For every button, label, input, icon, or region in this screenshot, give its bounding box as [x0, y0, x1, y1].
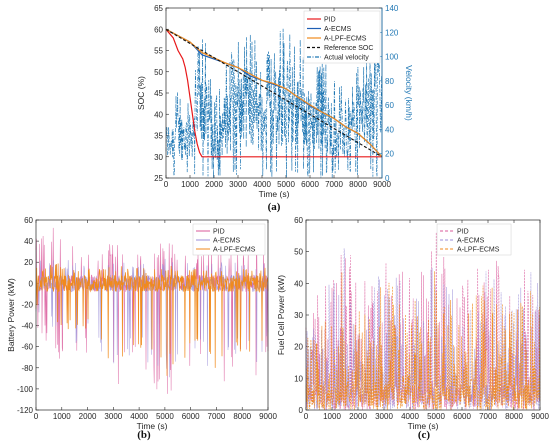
panel-b-legend-label: A-ECMS	[213, 238, 241, 245]
panel-a-y2tick-label: 120	[385, 28, 399, 37]
panel-a-y2tick-label: 100	[385, 53, 399, 62]
panel-a-xtick-label: 0	[164, 180, 169, 189]
panel-a-chart: 0 1000 2000 3000 4000 5000 6000 7000 8000 9000253…	[136, 4, 414, 199]
panel-a-ytick-label: 60	[154, 25, 163, 34]
panel-b-xtick-label: 7000	[208, 412, 226, 421]
panel-b-xtick-label: 6000	[182, 412, 200, 421]
panel-b-series-a-lpf-ecms	[35, 263, 269, 376]
panel-b-xtick-label: 0	[34, 412, 39, 421]
panel-b-axes-frame	[35, 219, 269, 411]
panel-a-xtick-label: 6000	[301, 180, 319, 189]
panel-a-ytick-label: 45	[154, 89, 163, 98]
panel-a-xtick-label: 8000	[349, 180, 367, 189]
panel-b-ytick-label: -100	[17, 385, 34, 394]
panel-c-xtick-label: 0	[304, 412, 309, 421]
panel-b-xtick-label: 3000	[104, 412, 122, 421]
panel-a-series-pid	[165, 28, 382, 158]
panel-c-xtick-label: 6000	[453, 412, 471, 421]
panel-c-ylabel: Fuel Cell Power (kW)	[276, 275, 286, 355]
panel-c-legend-box	[436, 223, 512, 256]
panel-c-ytick-label: 40	[294, 279, 303, 288]
panel-label-b: (b)	[137, 429, 151, 441]
panel-a-legend-label: PID	[324, 17, 336, 24]
panel-a-series-actual-velocity	[165, 28, 383, 178]
panel-a-y2tick-label: 140	[385, 4, 399, 13]
panel-b-ytick-label: 0	[29, 279, 34, 288]
panel-b-xtick-label: 5000	[156, 412, 174, 421]
panel-b-ytick-label: -40	[21, 322, 33, 331]
panel-a-xtick-label: 1000	[181, 180, 199, 189]
panel-a-ytick-label: 40	[154, 110, 163, 119]
panel-b-ytick-label: 40	[24, 237, 33, 246]
panel-a-y2tick-label: 60	[385, 101, 394, 110]
panel-a-y2tick-label: 40	[385, 125, 394, 134]
panel-label-a: (a)	[268, 201, 281, 213]
panel-a-legend-label: A-ECMS	[324, 26, 352, 33]
panel-c-chart: 0 1000 2000 3000 4000 5000 6000 7000 8000 9000 0 10…	[276, 216, 549, 431]
panel-c-ytick-label: 10	[294, 374, 303, 383]
panel-a-ytick-label: 35	[154, 132, 163, 141]
panel-a-legend-label: Reference SOC	[324, 45, 373, 52]
panel-b-ytick-label: -80	[21, 364, 33, 373]
panel-label-c: (c)	[418, 429, 431, 441]
panel-c-legend-label: PID	[457, 229, 469, 236]
panel-c-ytick-label: 0	[299, 406, 304, 415]
panel-a-y2label: Velocity (km/h)	[404, 65, 414, 121]
panel-c-ytick-label: 30	[294, 311, 303, 320]
panel-a-xtick-label: 5000	[277, 180, 295, 189]
panel-b-xtick-label: 9000	[259, 412, 277, 421]
panel-b-xtick-label: 4000	[130, 412, 148, 421]
panel-a-series-reference-soc	[165, 28, 383, 158]
panel-a-y2tick-label: 20	[385, 150, 394, 159]
panel-c-xtick-label: 3000	[375, 412, 393, 421]
panel-a-ylabel: SOC (%)	[136, 76, 146, 110]
panel-a-xlabel: Time (s)	[259, 189, 290, 199]
panel-c-xtick-label: 5000	[427, 412, 445, 421]
panel-c-xtick-label: 9000	[531, 412, 549, 421]
panel-a-xtick-label: 4000	[253, 180, 271, 189]
panel-c-ytick-label: 20	[294, 343, 303, 352]
panel-a-ytick-label: 55	[154, 47, 163, 56]
panel-b-ytick-label: -120	[17, 406, 34, 415]
panel-a-xtick-label: 7000	[325, 180, 343, 189]
panel-a-ytick-label: 30	[154, 153, 163, 162]
panel-b-legend-label: A-LPF-ECMS	[213, 247, 256, 254]
panel-c-xlabel: Time (s)	[408, 421, 439, 431]
panel-c-ytick-label: 50	[294, 248, 303, 257]
panel-b-xlabel: Time (s)	[137, 421, 168, 431]
panel-a-y2tick-label: 80	[385, 77, 394, 86]
panel-a-y2tick-label: 0	[385, 174, 390, 183]
panel-b-xtick-label: 8000	[233, 412, 251, 421]
panel-c-xtick-label: 1000	[323, 412, 341, 421]
panel-c-ytick-label: 60	[294, 216, 303, 225]
panel-c-axes-frame	[305, 219, 541, 411]
panel-a-ytick-label: 65	[154, 4, 163, 13]
panel-c-xtick-label: 7000	[479, 412, 497, 421]
panel-b-xtick-label: 2000	[79, 412, 97, 421]
panel-a-xtick-label: 3000	[229, 180, 247, 189]
panel-b-ytick-label: 20	[24, 258, 33, 267]
panel-c-xtick-label: 4000	[401, 412, 419, 421]
panel-b-ylabel: Battery Power (kW)	[6, 278, 16, 352]
panel-c-legend-label: A-LPF-ECMS	[457, 247, 500, 254]
panel-a-legend-label: A-LPF-ECMS	[324, 36, 367, 43]
panel-b-ytick-label: -20	[21, 300, 33, 309]
panel-b-ytick-label: 60	[24, 216, 33, 225]
panel-a-ytick-label: 50	[154, 68, 163, 77]
panel-b-chart: 0 1000 2000 3000 4000 5000 6000 7000 8000 9000 -12…	[6, 216, 277, 431]
panel-a-xtick-label: 9000	[373, 180, 391, 189]
panel-c-xtick-label: 2000	[349, 412, 367, 421]
panel-c-legend-label: A-ECMS	[457, 238, 485, 245]
panel-b-xtick-label: 1000	[53, 412, 71, 421]
panel-b-ytick-label: -60	[21, 343, 33, 352]
panel-c-xtick-label: 8000	[505, 412, 523, 421]
panel-c-series-a-lpf-ecms	[305, 271, 541, 411]
panel-a-legend-label: Actual velocity	[324, 55, 369, 62]
panel-a-xtick-label: 2000	[205, 180, 223, 189]
panel-b-legend-label: PID	[213, 229, 225, 236]
panel-a-legend-box	[303, 10, 381, 64]
panel-a-ytick-label: 25	[154, 174, 163, 183]
